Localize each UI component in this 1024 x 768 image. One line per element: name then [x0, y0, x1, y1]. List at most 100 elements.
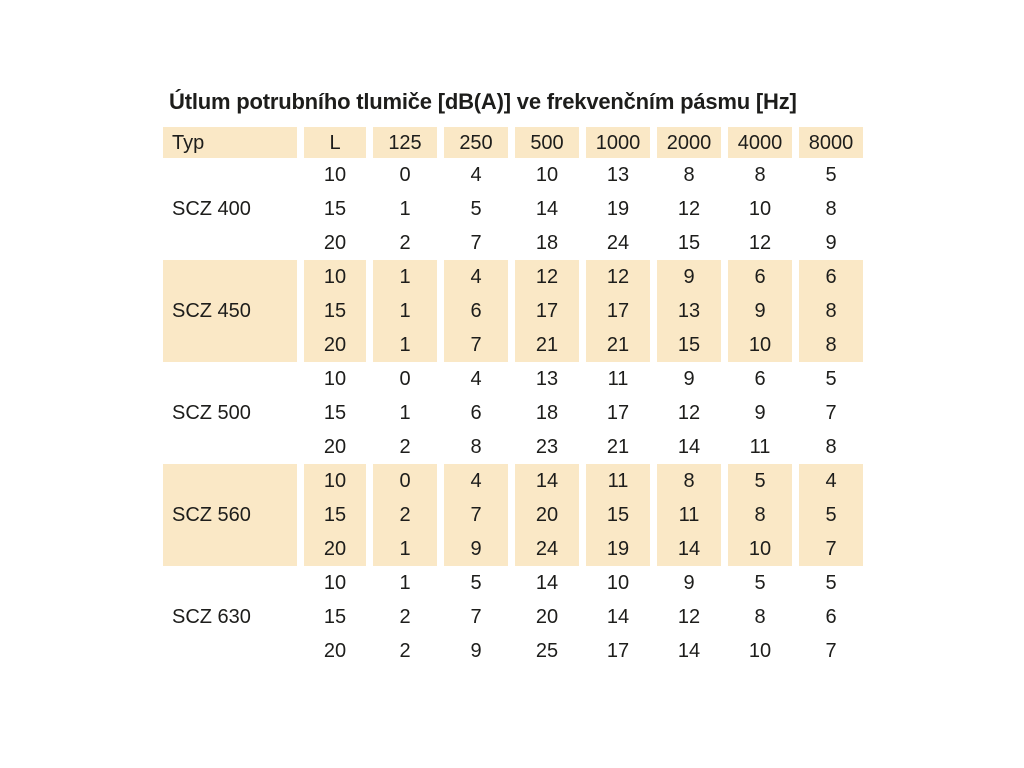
- header-cell-1000hz: 1000: [586, 127, 650, 158]
- value-cell: 10: [606, 572, 630, 594]
- value-cell: 8: [825, 198, 837, 220]
- value-cell: 6: [728, 260, 792, 294]
- value-cell: 15: [323, 606, 347, 628]
- value-cell: 10: [748, 198, 772, 220]
- value-cell: 5: [470, 198, 482, 220]
- value-cell: 17: [606, 402, 630, 424]
- header-cell-length: L: [304, 127, 366, 158]
- value-cell: 10: [728, 328, 792, 362]
- value-cell: 5: [825, 164, 837, 186]
- value-cell: 2: [399, 606, 411, 628]
- value-cell: 1: [373, 328, 437, 362]
- value-cell: 10: [304, 260, 366, 294]
- header-cell-250hz: 250: [444, 127, 508, 158]
- value-cell: 7: [444, 498, 508, 532]
- value-cell: 20: [323, 640, 347, 662]
- value-cell: 10: [304, 464, 366, 498]
- value-cell: 4: [470, 368, 482, 390]
- value-cell: 20: [304, 532, 366, 566]
- value-cell: 9: [728, 294, 792, 328]
- value-cell: 8: [754, 164, 766, 186]
- value-cell: 6: [825, 606, 837, 628]
- header-cell-typ: Typ: [163, 127, 297, 158]
- value-cell: 10: [535, 164, 559, 186]
- value-cell: 5: [825, 368, 837, 390]
- value-cell: 13: [606, 164, 630, 186]
- value-cell: 1: [373, 294, 437, 328]
- value-cell: 24: [515, 532, 579, 566]
- value-cell: 2: [399, 436, 411, 458]
- value-cell: 12: [515, 260, 579, 294]
- value-cell: 6: [470, 402, 482, 424]
- group-label: SCZ 560: [163, 464, 297, 566]
- value-cell: 8: [799, 294, 863, 328]
- table-group-scz-500: SCZ 500 10 0 4 13 11 9 6 5 15 1 6 18 17 …: [163, 362, 863, 464]
- value-cell: 9: [683, 572, 695, 594]
- value-cell: 6: [799, 260, 863, 294]
- value-cell: 20: [304, 328, 366, 362]
- value-cell: 15: [323, 198, 347, 220]
- value-cell: 7: [825, 640, 837, 662]
- value-cell: 18: [535, 232, 559, 254]
- value-cell: 9: [754, 402, 766, 424]
- value-cell: 4: [444, 260, 508, 294]
- value-cell: 4: [444, 464, 508, 498]
- value-cell: 20: [323, 436, 347, 458]
- table-header-row: Typ L 125 250 500 1000 2000 4000 8000: [163, 127, 863, 158]
- value-cell: 1: [373, 532, 437, 566]
- value-cell: 15: [304, 498, 366, 532]
- value-cell: 14: [535, 572, 559, 594]
- header-cell-2000hz: 2000: [657, 127, 721, 158]
- value-cell: 5: [825, 572, 837, 594]
- value-cell: 17: [515, 294, 579, 328]
- value-cell: 10: [323, 572, 347, 594]
- value-cell: 9: [444, 532, 508, 566]
- value-cell: 20: [323, 232, 347, 254]
- value-cell: 2: [399, 640, 411, 662]
- value-cell: 11: [607, 368, 629, 390]
- value-cell: 15: [657, 328, 721, 362]
- value-cell: 9: [683, 368, 695, 390]
- group-label: SCZ 400: [172, 198, 251, 220]
- header-cell-500hz: 500: [515, 127, 579, 158]
- value-cell: 7: [825, 402, 837, 424]
- value-cell: 19: [586, 532, 650, 566]
- value-cell: 0: [399, 164, 411, 186]
- value-cell: 5: [799, 498, 863, 532]
- value-cell: 13: [657, 294, 721, 328]
- table-group-scz-560: SCZ 560 10 0 4 14 11 8 5 4 15 2 7 20 15 …: [163, 464, 863, 566]
- value-cell: 10: [323, 164, 347, 186]
- value-cell: 8: [728, 498, 792, 532]
- value-cell: 12: [677, 606, 701, 628]
- page-title: Útlum potrubního tlumiče [dB(A)] ve frek…: [169, 89, 797, 114]
- value-cell: 8: [657, 464, 721, 498]
- value-cell: 1: [399, 402, 411, 424]
- value-cell: 5: [728, 464, 792, 498]
- value-cell: 2: [373, 498, 437, 532]
- value-cell: 8: [754, 606, 766, 628]
- catalog-sheet: Útlum potrubního tlumiče [dB(A)] ve frek…: [163, 90, 863, 668]
- group-label: SCZ 500: [172, 402, 251, 424]
- table-group-scz-630: SCZ 630 10 1 5 14 10 9 5 5 15 2 7 20 14 …: [163, 566, 863, 668]
- value-cell: 21: [606, 436, 630, 458]
- value-cell: 0: [373, 464, 437, 498]
- value-cell: 12: [748, 232, 772, 254]
- value-cell: 10: [728, 532, 792, 566]
- value-cell: 5: [754, 572, 766, 594]
- value-cell: 8: [799, 328, 863, 362]
- value-cell: 8: [470, 436, 482, 458]
- value-cell: 12: [677, 402, 701, 424]
- value-cell: 0: [399, 368, 411, 390]
- value-cell: 1: [399, 198, 411, 220]
- value-cell: 17: [606, 640, 630, 662]
- value-cell: 6: [444, 294, 508, 328]
- value-cell: 25: [535, 640, 559, 662]
- value-cell: 7: [470, 232, 482, 254]
- value-cell: 7: [444, 328, 508, 362]
- value-cell: 10: [323, 368, 347, 390]
- value-cell: 15: [323, 402, 347, 424]
- value-cell: 21: [586, 328, 650, 362]
- value-cell: 7: [799, 532, 863, 566]
- group-label: SCZ 630: [172, 606, 251, 628]
- value-cell: 15: [586, 498, 650, 532]
